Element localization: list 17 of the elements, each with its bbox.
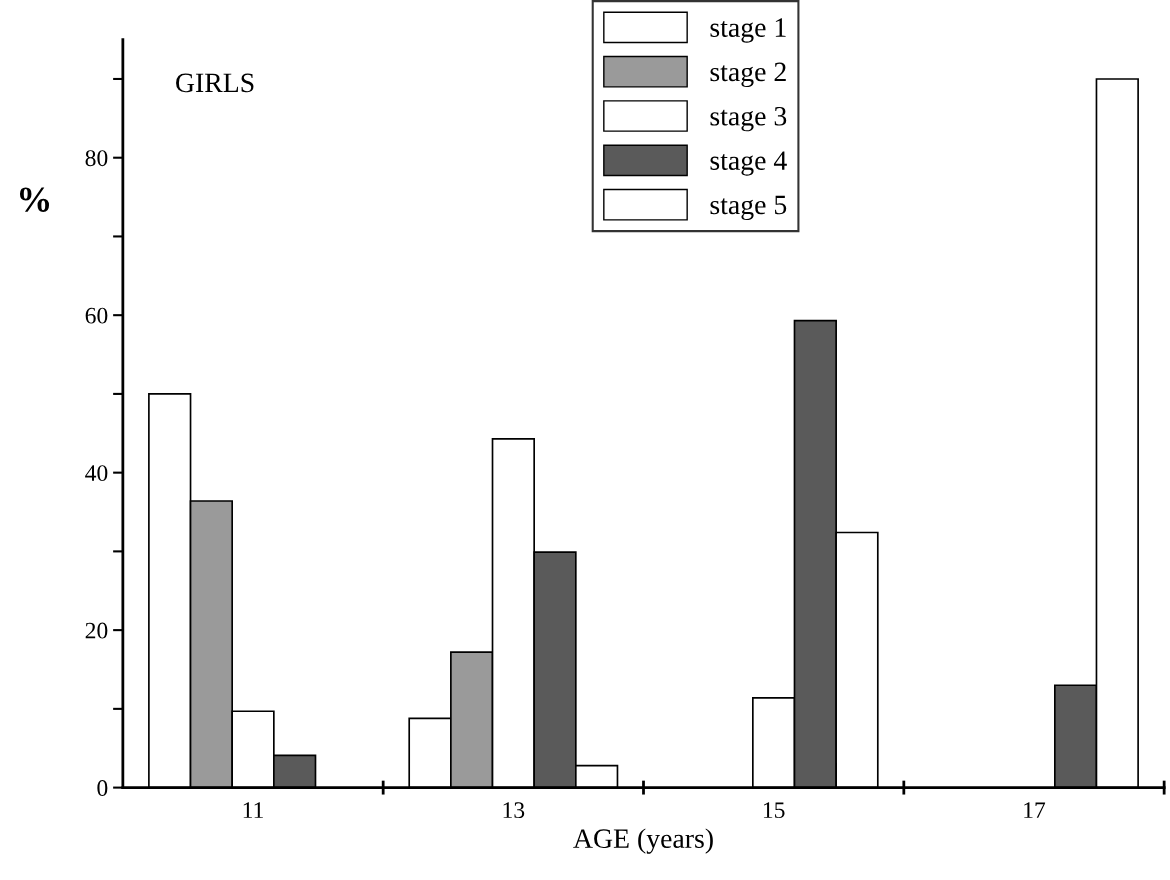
x-axis-title: AGE (years) <box>573 828 713 854</box>
y-tick-label: 20 <box>85 622 108 639</box>
x-tick-label: 15 <box>763 802 785 819</box>
legend-label: stage 3 <box>710 106 787 132</box>
y-axis-title: % <box>19 187 50 212</box>
legend-label: stage 1 <box>710 18 786 43</box>
legend-label: stage 5 <box>710 195 787 220</box>
y-tick-label: 80 <box>85 150 108 167</box>
legend-label: stage 4 <box>710 151 787 176</box>
y-tick-label: 60 <box>85 307 108 324</box>
text: GIRLS <box>176 73 254 93</box>
legend-label: stage 2 <box>710 62 786 88</box>
x-tick-label: 17 <box>1024 802 1046 818</box>
x-tick-label: 11 <box>243 802 263 818</box>
y-tick-label: 40 <box>85 465 108 482</box>
x-tick-label: 13 <box>503 802 525 819</box>
y-tick-label: 0 <box>97 780 108 797</box>
